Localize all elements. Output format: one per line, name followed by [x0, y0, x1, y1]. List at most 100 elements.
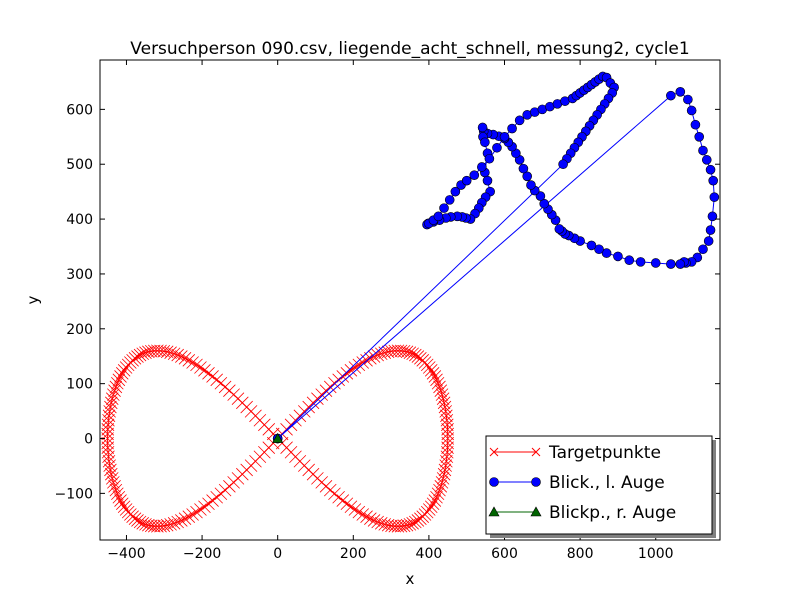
target-point	[182, 510, 196, 524]
gaze-left-point	[507, 123, 517, 134]
gaze-left-point	[613, 251, 623, 262]
target-point	[340, 367, 354, 380]
target-point	[374, 347, 388, 361]
target-point	[210, 490, 223, 504]
target-point	[438, 463, 452, 477]
target-point	[101, 418, 115, 432]
target-point	[194, 503, 207, 516]
target-point	[198, 500, 211, 514]
target-point	[441, 432, 455, 445]
target-point	[438, 400, 452, 414]
target-point	[178, 512, 192, 525]
gaze-left-point	[703, 236, 714, 246]
gaze-left-point	[709, 192, 720, 202]
gaze-left-point	[484, 153, 495, 164]
target-point	[441, 436, 455, 450]
gaze-left-point	[526, 180, 536, 190]
target-point	[154, 344, 167, 358]
target-point	[435, 476, 449, 489]
target-point	[356, 508, 370, 521]
target-point	[190, 505, 203, 519]
y-tick-label: 600	[66, 102, 93, 118]
target-point	[367, 350, 381, 363]
target-point	[104, 400, 117, 414]
target-point	[111, 487, 124, 501]
target-point	[441, 427, 455, 441]
x-tick-label: −400	[107, 546, 145, 562]
target-point	[167, 517, 181, 530]
gaze-left-point	[705, 225, 716, 235]
target-point	[117, 364, 131, 377]
target-point	[439, 459, 452, 472]
y-tick-label: 300	[66, 267, 93, 283]
target-point	[356, 356, 370, 369]
y-tick-label: 400	[66, 212, 93, 228]
target-point	[403, 518, 417, 531]
target-point	[397, 519, 411, 533]
x-axis-label: x	[406, 570, 415, 588]
plot-frame	[99, 59, 721, 541]
gaze-left-point	[624, 255, 635, 266]
gaze-left-point	[522, 171, 532, 182]
gaze-left-point	[554, 224, 565, 234]
legend-left-eye-marker	[489, 477, 499, 487]
gaze-left-point	[675, 87, 686, 97]
target-point	[434, 480, 448, 493]
gaze-left-point	[469, 170, 480, 180]
target-point	[109, 483, 123, 497]
target-point	[117, 500, 131, 514]
target-point	[194, 361, 207, 374]
target-point	[214, 376, 228, 390]
gaze-left-point	[707, 211, 718, 222]
gaze-left-point	[698, 145, 708, 156]
target-point	[108, 384, 121, 397]
target-point	[111, 376, 124, 390]
target-point	[190, 358, 203, 372]
x-tick-label: 200	[340, 546, 367, 562]
target-point	[101, 423, 115, 436]
legend-left-eye-marker	[531, 477, 541, 487]
target-point	[348, 503, 362, 516]
gaze-left-point	[686, 105, 697, 116]
plot-area	[101, 71, 720, 533]
target-point	[426, 497, 440, 511]
target-point	[367, 514, 381, 527]
target-point	[112, 373, 126, 387]
gaze-left-point	[539, 198, 550, 209]
target-point	[115, 497, 129, 511]
gaze-left-point	[683, 94, 693, 105]
target-point	[340, 497, 354, 511]
gaze-left-point	[477, 162, 487, 172]
gaze-left-point	[694, 132, 705, 142]
y-axis-label: y	[24, 295, 42, 304]
legend-right-eye-marker	[530, 506, 542, 517]
target-point	[131, 350, 144, 363]
gaze-left-point	[558, 159, 568, 170]
target-point	[435, 388, 449, 401]
target-point	[428, 370, 442, 383]
gaze-left-point	[439, 203, 449, 213]
target-point	[101, 436, 114, 450]
target-point	[107, 476, 120, 489]
target-point	[348, 361, 362, 374]
target-series	[101, 344, 455, 533]
target-point	[431, 487, 445, 501]
x-tick-label: 400	[416, 546, 443, 562]
y-tick-label: 200	[66, 322, 93, 338]
target-point	[210, 373, 223, 387]
y-axis-ticks: −100 0 100 200 300 400 500 600	[55, 102, 720, 502]
target-point	[202, 497, 215, 511]
target-point	[431, 376, 445, 390]
target-point	[433, 483, 446, 497]
target-point	[186, 508, 199, 521]
target-point	[394, 344, 408, 358]
target-point	[411, 350, 425, 363]
x-axis-ticks: −400 −200 0 200 400 600 800 1000	[107, 60, 674, 562]
target-point	[182, 354, 196, 367]
gaze-left-point	[444, 195, 455, 205]
target-point	[436, 392, 450, 405]
target-point	[171, 348, 184, 362]
target-point	[344, 500, 358, 514]
target-point	[388, 344, 402, 358]
y-tick-label: −100	[55, 486, 93, 502]
